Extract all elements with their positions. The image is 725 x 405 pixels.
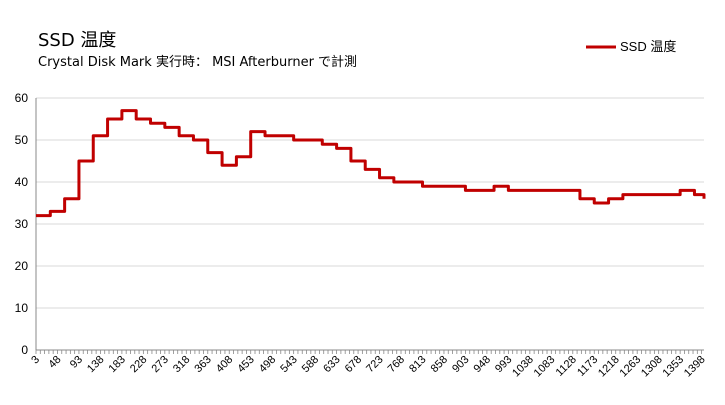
x-tick-label: 228	[128, 354, 149, 375]
chart-subtitle: Crystal Disk Mark 実行時： MSI Afterburner で…	[38, 54, 357, 70]
x-tick-label: 948	[472, 354, 493, 375]
legend: SSD 温度	[586, 39, 676, 54]
x-tick-label: 318	[171, 354, 192, 375]
y-tick-label: 10	[15, 301, 29, 315]
x-tick-label: 273	[149, 354, 170, 375]
x-tick-label: 1173	[575, 354, 600, 379]
y-tick-label: 40	[15, 175, 29, 189]
plot-area	[36, 109, 706, 218]
x-tick-label: 48	[46, 354, 63, 371]
x-tick-label: 858	[429, 354, 450, 375]
gridlines	[36, 97, 704, 351]
x-tick-label: 903	[450, 354, 471, 375]
y-tick-label: 60	[15, 91, 29, 105]
x-tick-label: 813	[407, 354, 428, 375]
x-tick-label: 183	[107, 354, 128, 375]
chart-title: SSD 温度	[38, 30, 116, 51]
x-tick-label: 1353	[660, 354, 686, 380]
y-tick-label: 30	[15, 217, 29, 231]
x-tick-label: 1038	[510, 354, 536, 380]
x-tick-label: 723	[364, 354, 385, 375]
x-tick-label: 453	[235, 354, 256, 375]
x-tick-label: 363	[192, 354, 213, 375]
legend-label: SSD 温度	[620, 39, 676, 54]
x-tick-label: 588	[300, 354, 321, 375]
x-tick-label: 1398	[682, 354, 708, 380]
y-axis: 0 10 20 30 40 50 60	[15, 91, 37, 357]
x-tick-label: 1083	[532, 354, 558, 380]
x-tick-label: 3	[29, 354, 42, 367]
series-line	[36, 109, 706, 218]
y-tick-label: 50	[15, 133, 29, 147]
y-tick-label: 20	[15, 259, 29, 273]
x-axis: 3 48 93 138 183 228 273 318 363 408 453 498 543 588 63…	[29, 350, 708, 380]
y-tick-label: 0	[21, 343, 28, 357]
x-tick-label: 1218	[596, 354, 622, 380]
x-tick-label: 498	[257, 354, 278, 375]
x-tick-label: 138	[85, 354, 106, 375]
x-tick-label: 1128	[554, 354, 579, 379]
x-tick-label: 768	[386, 354, 407, 375]
x-tick-label: 408	[214, 354, 235, 375]
x-tick-label: 543	[278, 354, 299, 375]
x-tick-label: 93	[68, 354, 85, 371]
x-tick-label: 633	[321, 354, 342, 375]
x-tick-label: 1308	[639, 354, 665, 380]
x-tick-label: 1263	[618, 354, 644, 380]
x-tick-label: 678	[343, 354, 364, 375]
